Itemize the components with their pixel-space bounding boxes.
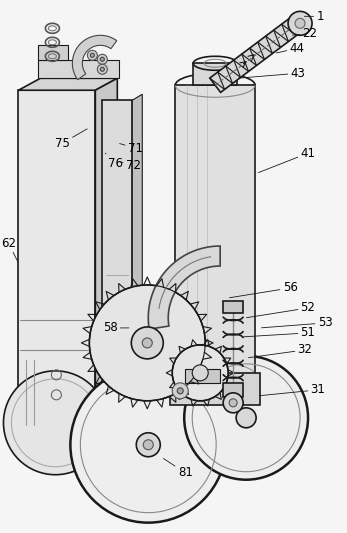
Circle shape xyxy=(70,367,226,523)
Circle shape xyxy=(89,285,205,401)
Circle shape xyxy=(295,18,305,28)
Bar xyxy=(223,301,243,313)
Text: 41: 41 xyxy=(259,147,315,173)
Circle shape xyxy=(136,433,160,457)
Text: 62: 62 xyxy=(1,237,18,262)
Text: 32: 32 xyxy=(248,343,313,358)
Text: 1: 1 xyxy=(304,10,324,23)
Text: 44: 44 xyxy=(277,42,305,55)
Text: 76: 76 xyxy=(105,153,123,169)
Bar xyxy=(102,100,132,395)
Polygon shape xyxy=(132,94,142,395)
Circle shape xyxy=(192,365,208,381)
Circle shape xyxy=(177,388,183,394)
Polygon shape xyxy=(210,18,301,92)
Circle shape xyxy=(100,57,104,61)
Polygon shape xyxy=(148,246,220,329)
Text: 43: 43 xyxy=(238,67,305,80)
Bar xyxy=(193,63,237,85)
Text: 22: 22 xyxy=(293,27,318,40)
Circle shape xyxy=(184,356,308,480)
Bar xyxy=(175,85,255,375)
Circle shape xyxy=(172,345,228,401)
Bar xyxy=(185,369,220,383)
Bar xyxy=(39,45,68,60)
Circle shape xyxy=(3,371,107,475)
Bar xyxy=(170,373,260,405)
Text: 56: 56 xyxy=(229,281,297,298)
Circle shape xyxy=(98,54,107,64)
Circle shape xyxy=(100,67,104,71)
Text: 72: 72 xyxy=(119,159,141,172)
Circle shape xyxy=(87,50,98,60)
Circle shape xyxy=(131,327,163,359)
Bar xyxy=(223,383,243,397)
Circle shape xyxy=(90,53,94,57)
Polygon shape xyxy=(18,90,95,430)
Circle shape xyxy=(223,393,243,413)
Polygon shape xyxy=(73,35,117,80)
Polygon shape xyxy=(18,78,117,90)
Circle shape xyxy=(172,383,188,399)
Text: 58: 58 xyxy=(103,321,129,334)
Bar xyxy=(39,60,119,78)
Text: 71: 71 xyxy=(120,142,143,155)
Polygon shape xyxy=(18,418,117,430)
Circle shape xyxy=(98,64,107,74)
Text: 51: 51 xyxy=(244,326,315,340)
Text: 75: 75 xyxy=(55,129,87,150)
Text: 53: 53 xyxy=(262,317,332,329)
Text: 81: 81 xyxy=(163,458,193,479)
Polygon shape xyxy=(95,78,117,430)
Circle shape xyxy=(143,440,153,450)
Text: 52: 52 xyxy=(246,302,315,318)
Circle shape xyxy=(288,11,312,35)
Circle shape xyxy=(236,408,256,428)
Circle shape xyxy=(229,399,237,407)
Text: 31: 31 xyxy=(260,383,325,397)
Circle shape xyxy=(142,338,152,348)
